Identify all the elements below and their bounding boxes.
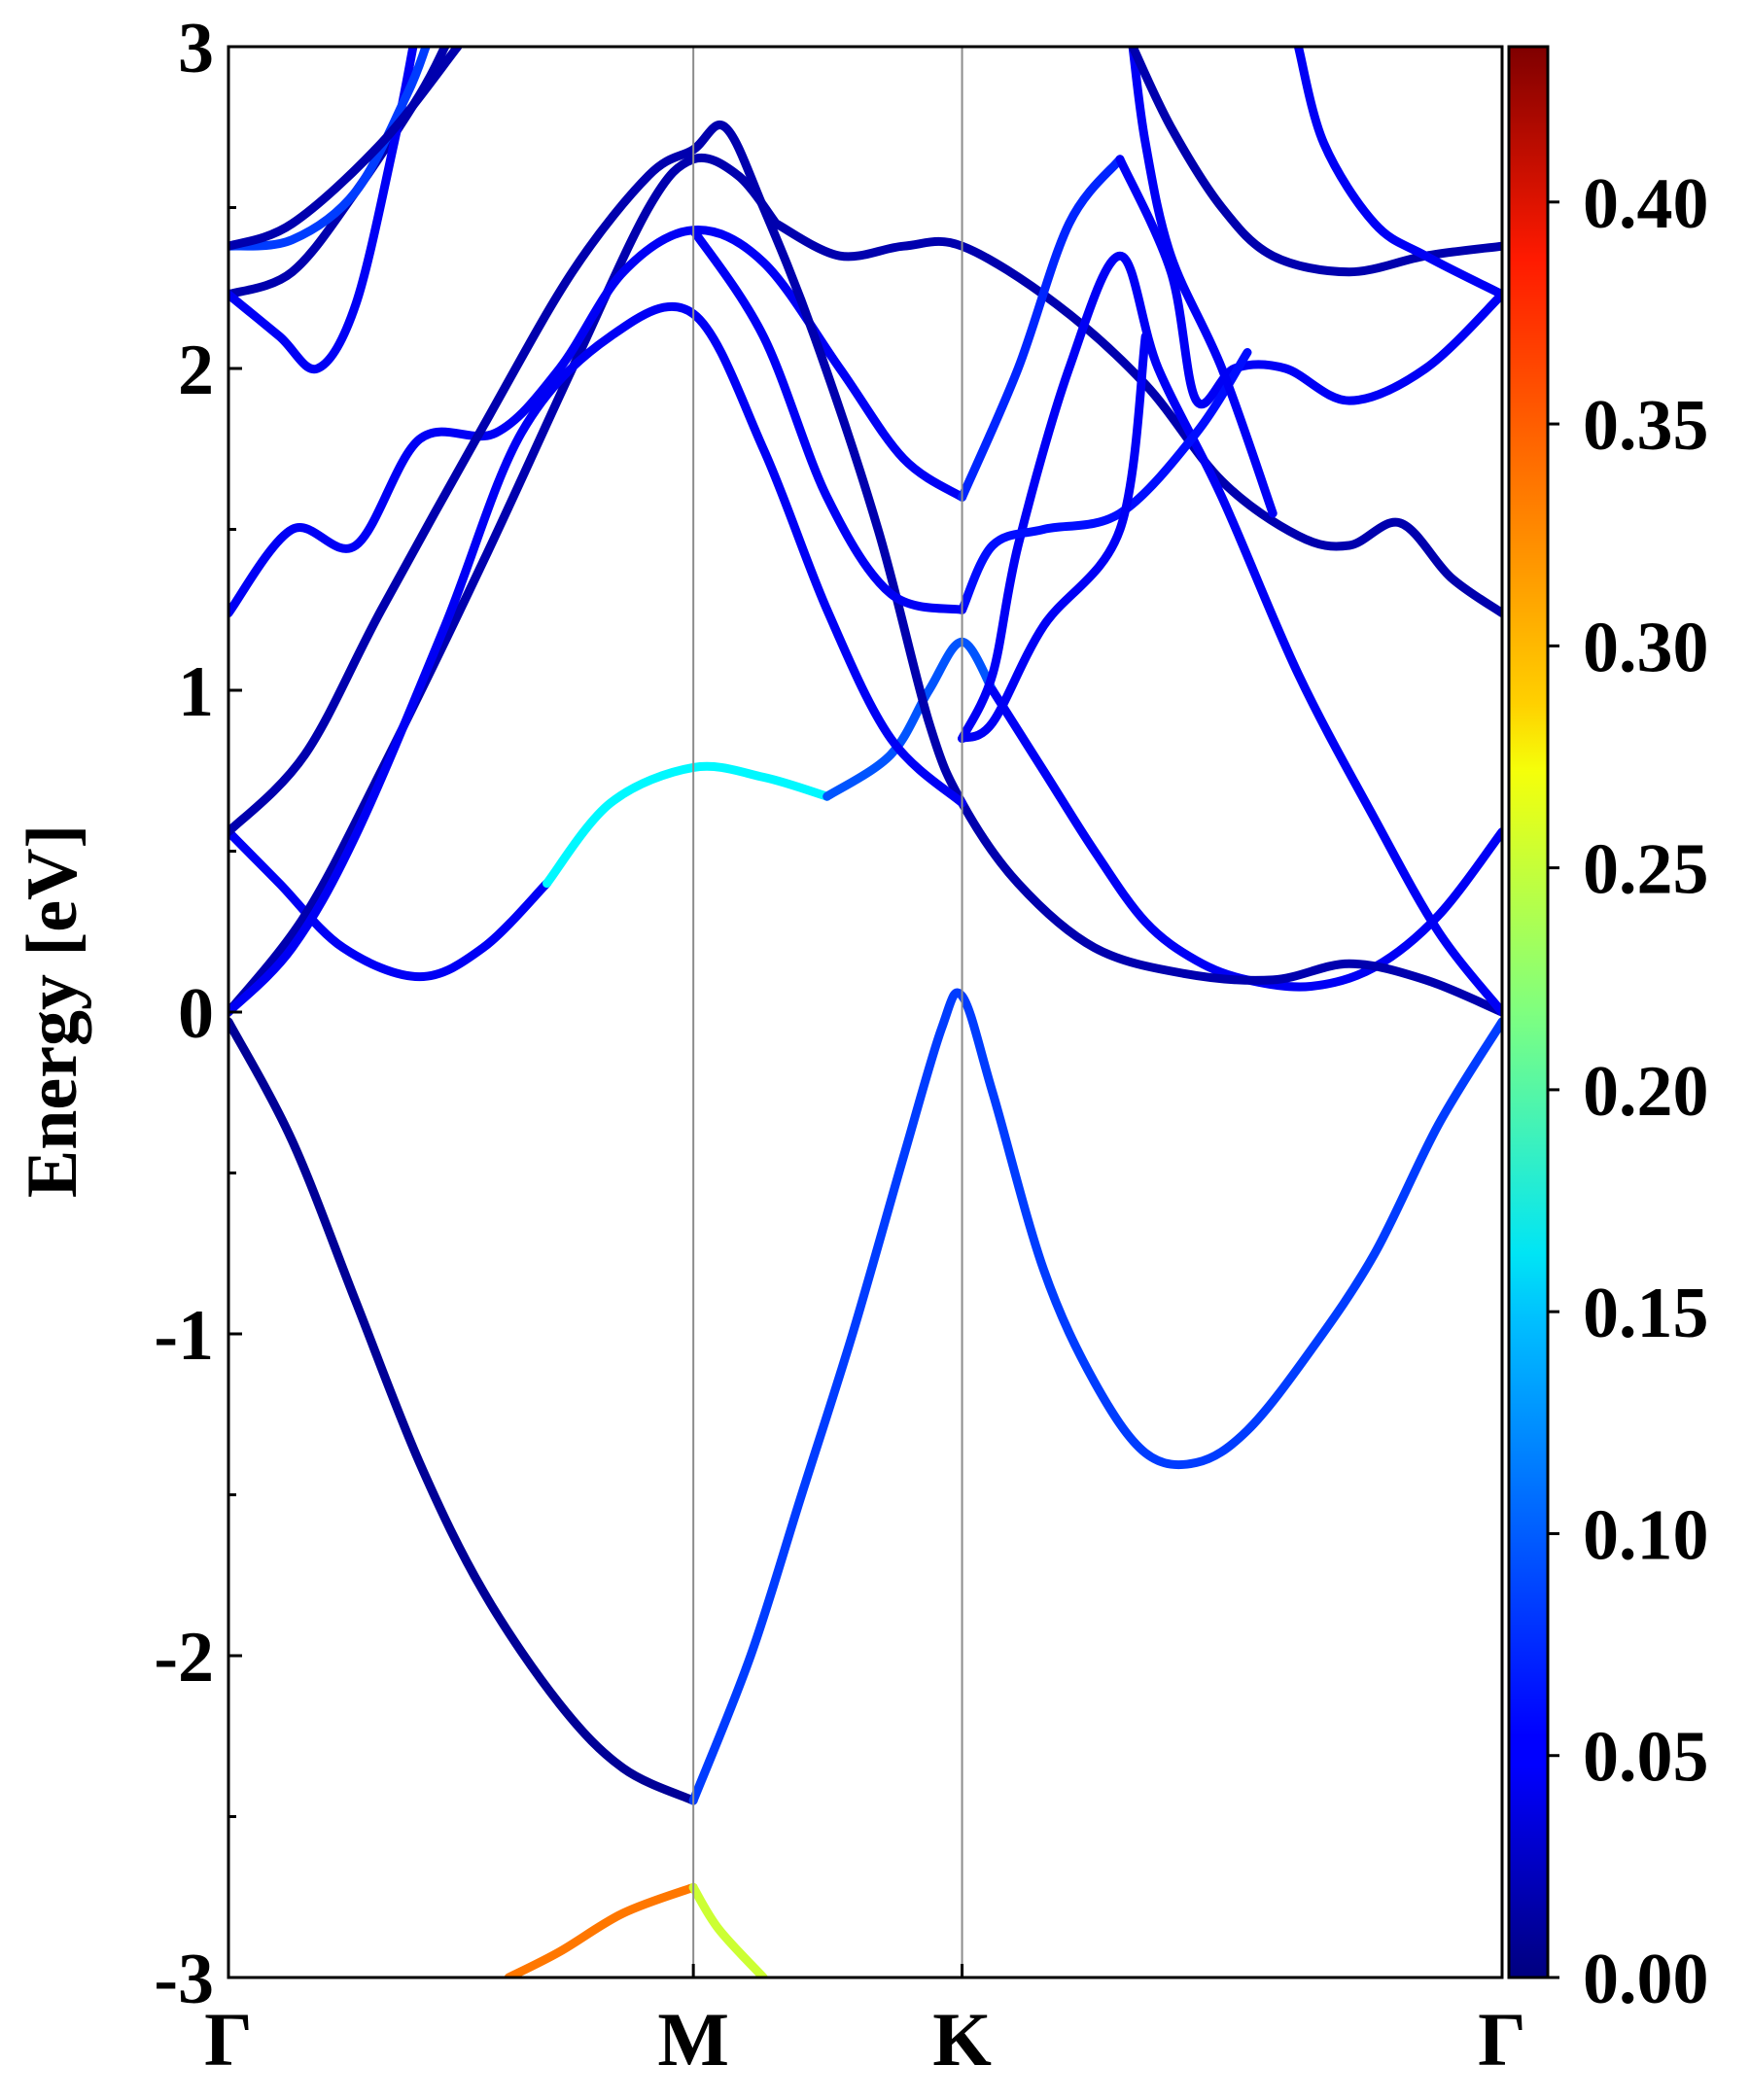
band-line-19 [228, 47, 431, 251]
band-line-5 [542, 761, 832, 889]
x-tick-label-3: Γ [1478, 1997, 1526, 2082]
y-tick-label-2: 1 [178, 652, 214, 732]
k-point-lines [692, 47, 963, 1978]
band-line-10 [228, 226, 967, 618]
colorbar-tick-label-3: 0.15 [1583, 1274, 1709, 1353]
colorbar-tick-label-5: 0.25 [1583, 830, 1709, 910]
band-line-24 [1128, 47, 1502, 277]
band-line-18 [228, 47, 418, 374]
y-axis-label: Energy [eV] [13, 824, 92, 1198]
band-line-9 [771, 219, 1502, 618]
band-line-0 [228, 1017, 698, 1805]
y-tick-label-5: -2 [154, 1618, 214, 1698]
band-line-7 [988, 685, 1502, 992]
band-line-3 [688, 1882, 768, 1978]
y-tick-label-1: 2 [178, 331, 214, 410]
band-line-20 [228, 47, 463, 251]
y-tick-label-6: -3 [154, 1940, 214, 2019]
band-line-16 [958, 348, 1252, 614]
colorbar-tick-label-4: 0.20 [1583, 1052, 1709, 1132]
band-lines [228, 47, 1502, 1978]
band-line-1 [688, 988, 1502, 1805]
y-tick-label-0: 3 [178, 9, 214, 88]
band-line-23 [1128, 47, 1278, 518]
band-line-15 [958, 251, 1502, 1017]
plot-frame [227, 45, 1504, 1979]
colorbar-tick-label-6: 0.30 [1583, 608, 1709, 687]
y-tick-label-3: 0 [178, 974, 214, 1054]
colorbar-tick-label-1: 0.05 [1583, 1718, 1709, 1798]
colorbar [1507, 45, 1550, 1979]
y-axis-ticks: 3 2 1 0 -1 -2 -3 [154, 9, 242, 2019]
colorbar-tick-label-7: 0.35 [1583, 386, 1709, 466]
band-line-14 [228, 301, 967, 1017]
band-line-6 [822, 637, 998, 801]
band-line-22 [958, 332, 1150, 744]
x-tick-label-2: K [932, 1997, 992, 2082]
colorbar-tick-label-0: 0.00 [1583, 1940, 1709, 2019]
x-tick-label-1: M [657, 1997, 729, 2082]
band-line-4 [228, 827, 551, 982]
x-tick-label-0: Γ [204, 1997, 253, 2082]
band-line-11 [958, 155, 1125, 502]
band-line-13 [228, 121, 1502, 1017]
colorbar-ticks: 0.00 0.05 0.10 0.15 0.20 0.25 0.30 0.35 0.40 [1548, 164, 1709, 2019]
colorbar-tick-label-2: 0.10 [1583, 1495, 1709, 1575]
colorbar-tick-label-8: 0.40 [1583, 164, 1709, 244]
band-line-12 [1115, 155, 1502, 409]
band-line-25 [1293, 47, 1502, 299]
band-line-8 [228, 153, 781, 1017]
band-line-21 [688, 226, 967, 614]
band-line-2 [504, 1882, 698, 1978]
y-tick-label-4: -1 [154, 1296, 214, 1376]
